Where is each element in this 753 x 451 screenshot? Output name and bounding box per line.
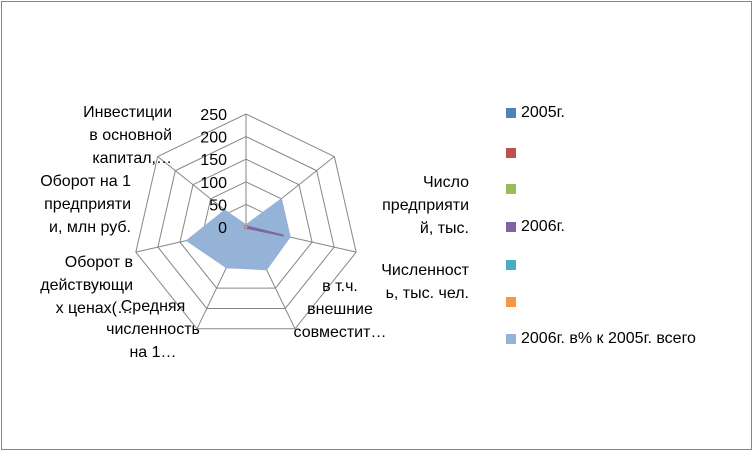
category-label: численность	[106, 321, 200, 338]
legend-swatch	[506, 222, 516, 232]
category-label: в т.ч.	[322, 278, 358, 295]
radar-grid	[135, 113, 357, 330]
category-label: Оборот на 1	[40, 173, 131, 190]
series-5-area	[244, 225, 248, 229]
category-label: на 1…	[129, 344, 176, 361]
legend-swatch	[506, 148, 516, 158]
legend-swatch	[506, 108, 516, 118]
category-label: ь, тыс. чел.	[386, 285, 469, 302]
series-layer	[185, 197, 291, 271]
tick-label: 250	[200, 107, 227, 124]
legend-item	[506, 255, 521, 275]
tick-label: 50	[209, 197, 227, 214]
category-label: Средняя	[121, 298, 186, 315]
tick-label: 100	[200, 175, 227, 192]
category-label: и, млн руб.	[49, 219, 131, 236]
grid-ring	[135, 113, 357, 330]
tick-label: 0	[218, 220, 227, 237]
category-label: х ценах(…	[56, 300, 133, 317]
category-label: совместит…	[294, 324, 387, 341]
legend-swatch	[506, 334, 516, 344]
category-label: в основной	[89, 127, 172, 144]
category-label: Оборот в	[65, 254, 133, 271]
legend-item	[506, 179, 521, 199]
category-label: предприяти	[382, 197, 469, 214]
legend-swatch	[506, 260, 516, 270]
category-labels: Число предприяти й, тыс. Численност ь, тыс. …	[40, 104, 469, 361]
legend-label: 2006г.	[521, 218, 565, 235]
series-6-area	[185, 197, 291, 271]
legend-item: 2006г.	[506, 217, 565, 237]
legend-item: 2005г.	[506, 103, 565, 123]
category-label: капитал,…	[92, 150, 172, 167]
grid-ring	[179, 158, 313, 289]
category-label: внешние	[307, 301, 373, 318]
category-label: Инвестиции	[83, 104, 172, 121]
legend-swatch	[506, 297, 516, 307]
tick-labels: 0 50 100 150 200 250	[200, 107, 227, 237]
category-label: й, тыс.	[420, 220, 469, 237]
legend-item: 2006г. в% к 2005г. всего	[506, 329, 696, 349]
tick-label: 150	[200, 152, 227, 169]
category-label: Число	[423, 174, 469, 191]
legend-label: 2006г. в% к 2005г. всего	[521, 330, 696, 347]
tick-label: 200	[200, 130, 227, 147]
category-label: действующи	[40, 277, 133, 294]
grid-ring	[157, 136, 335, 309]
legend-label: 2005г.	[521, 104, 565, 121]
category-label: Численност	[381, 262, 469, 279]
legend-item	[506, 292, 521, 312]
legend-swatch	[506, 184, 516, 194]
category-label: предприяти	[44, 196, 131, 213]
legend-item	[506, 143, 521, 163]
